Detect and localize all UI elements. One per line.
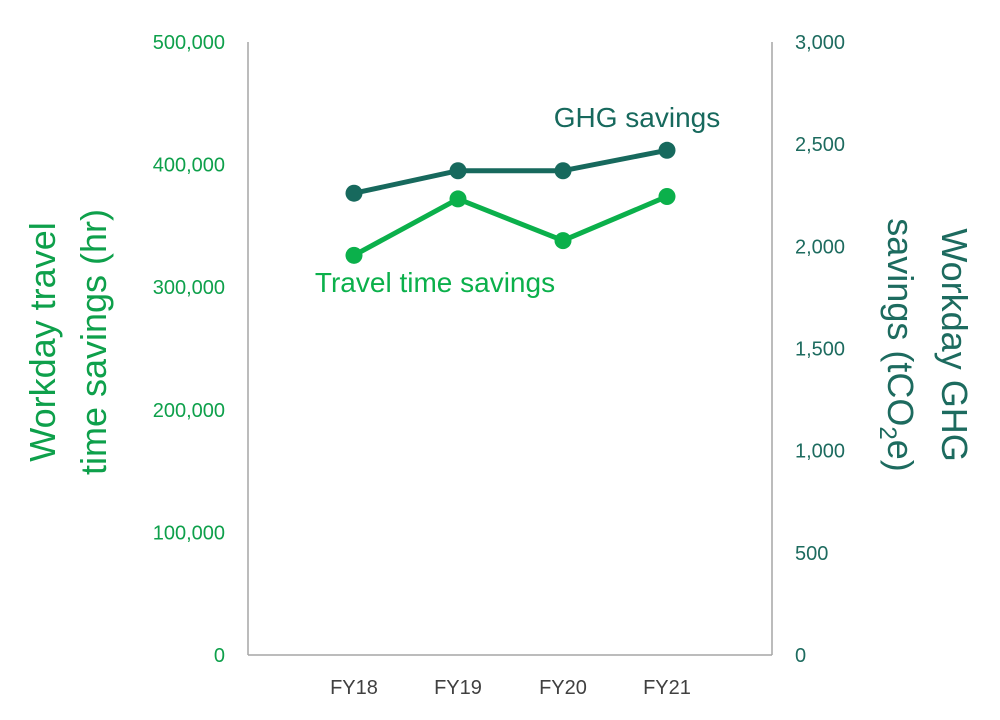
right-tick-label: 2,500	[795, 134, 845, 156]
right-axis-title-part-a: savings (tCO	[880, 218, 921, 426]
right-axis-title: Workday GHG	[934, 228, 975, 461]
right-tick-label: 1,000	[795, 441, 845, 463]
right-axis-ticks: 0 500 1,000 1,500 2,000 2,500 3,000	[795, 32, 845, 667]
ghg-data-point	[345, 184, 363, 202]
right-tick-label: 3,000	[795, 32, 845, 54]
ghg-series-label: GHG savings	[554, 102, 721, 133]
x-tick-label: FY19	[434, 677, 482, 699]
travel-data-point	[345, 246, 363, 264]
right-tick-label: 2,000	[795, 236, 845, 258]
left-tick-label: 300,000	[153, 277, 225, 299]
travel-data-point	[449, 190, 467, 208]
right-axis-title-subscript: 2	[874, 426, 901, 439]
x-tick-label: FY20	[539, 677, 587, 699]
travel-series-line	[352, 194, 668, 258]
ghg-data-point	[554, 162, 572, 180]
right-axis-title-part-b: e)	[880, 440, 921, 472]
x-tick-label: FY18	[330, 677, 378, 699]
left-axis-title-line2: time savings (hr)	[73, 209, 114, 475]
left-tick-label: 200,000	[153, 400, 225, 422]
right-axis-title-line2: savings (tCO2e)	[874, 218, 921, 471]
travel-data-point	[658, 187, 676, 205]
left-tick-label: 100,000	[153, 522, 225, 544]
travel-series-label: Travel time savings	[315, 267, 555, 298]
ghg-data-point	[658, 141, 676, 159]
left-tick-label: 400,000	[153, 155, 225, 177]
series-layer	[345, 141, 676, 264]
right-tick-label: 0	[795, 645, 806, 667]
x-axis-tick-labels: FY18 FY19 FY20 FY21	[330, 677, 691, 699]
left-axis-ticks: 0 100,000 200,000 300,000 400,000 500,000	[153, 32, 225, 667]
ghg-series-line	[353, 147, 668, 196]
ghg-data-point	[449, 162, 467, 180]
left-tick-label: 0	[214, 645, 225, 667]
x-tick-label: FY21	[643, 677, 691, 699]
left-tick-label: 500,000	[153, 32, 225, 54]
travel-data-point	[554, 232, 572, 250]
right-tick-label: 1,500	[795, 339, 845, 361]
left-axis-title: Workday travel	[22, 222, 63, 461]
right-tick-label: 500	[795, 543, 828, 565]
